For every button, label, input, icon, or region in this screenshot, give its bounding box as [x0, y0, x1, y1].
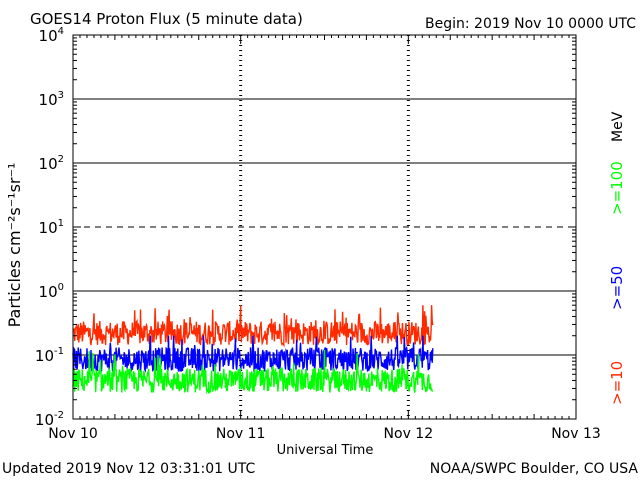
legend: >=10 >=50 >=100 MeV	[608, 111, 626, 405]
begin-label: Begin: 2019 Nov 10 0000 UTC	[425, 16, 636, 32]
x-tick-label: Nov 11	[216, 426, 266, 442]
y-tick-label: 101	[39, 218, 64, 237]
credit-label: NOAA/SWPC Boulder, CO USA	[430, 461, 639, 477]
chart-title: GOES14 Proton Flux (5 minute data)	[30, 10, 303, 28]
plot-border	[72, 34, 577, 420]
y-tick-label: 10-2	[35, 410, 64, 429]
x-tick-label: Nov 10	[48, 426, 98, 442]
legend-entry-1: >=10	[608, 361, 626, 405]
x-tick-labels: Nov 10 Nov 11 Nov 12 Nov 13	[48, 426, 601, 442]
y-tick-label: 102	[39, 154, 64, 173]
x-tick-label: Nov 13	[551, 426, 601, 442]
legend-unit-label: MeV	[610, 111, 626, 142]
y-tick-label: 103	[39, 90, 64, 109]
plot-frame	[72, 34, 577, 420]
y-axis-label: Particles cm⁻²s⁻¹sr⁻¹	[5, 163, 24, 328]
y-tick-label: 104	[39, 26, 64, 45]
x-tick-label: Nov 12	[384, 426, 434, 442]
series-lines	[72, 305, 434, 395]
series-line-2	[72, 335, 434, 373]
updated-timestamp: Updated 2019 Nov 12 03:31:01 UTC	[2, 461, 255, 477]
y-tick-labels: 104 103 102 101 100 10-1 10-2	[35, 26, 64, 429]
y-tick-label: 10-1	[35, 346, 64, 365]
legend-entry-3: >=100	[608, 161, 626, 215]
x-axis-label: Universal Time	[277, 443, 374, 458]
legend-entry-2: >=50	[608, 266, 626, 310]
series-line-1	[72, 305, 434, 348]
series-line-3	[72, 349, 434, 395]
y-tick-label: 100	[39, 282, 64, 301]
